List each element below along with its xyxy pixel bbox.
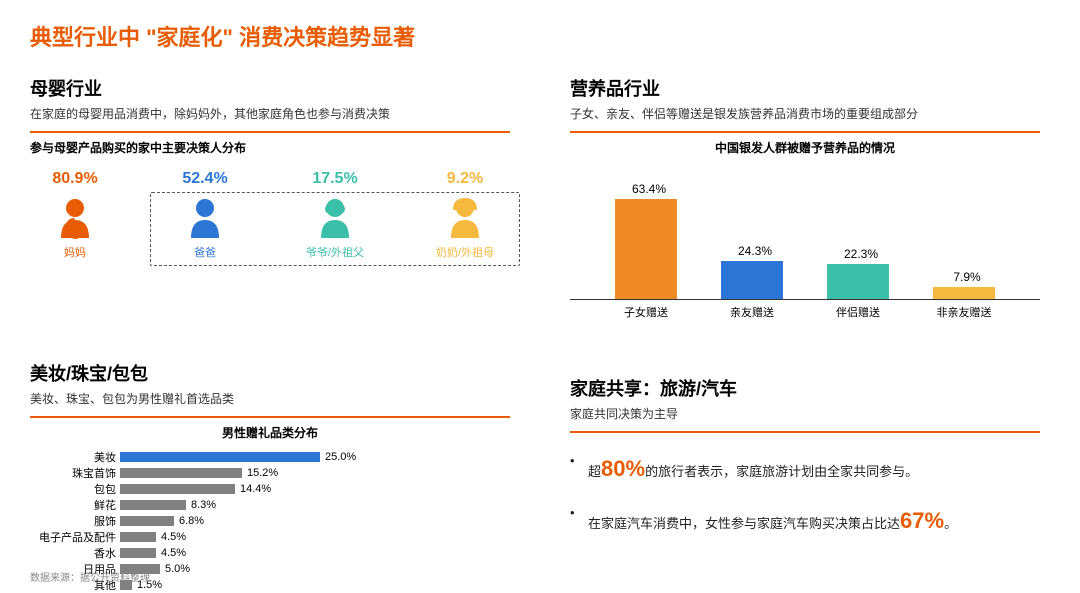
bar-1: 24.3% (721, 244, 783, 299)
data-source-note: 数据来源：据公开资料整理 (30, 569, 150, 584)
section-heading: 美妆/珠宝/包包 (30, 360, 510, 386)
hbar-rect (120, 548, 156, 558)
bar-3: 7.9% (933, 270, 995, 299)
persona-name: 妈妈 (64, 244, 86, 260)
divider (30, 416, 510, 418)
page-title: 典型行业中 "家庭化" 消费决策趋势显著 (30, 20, 415, 52)
section-subtitle: 子女、亲友、伴侣等赠送是银发族营养品消费市场的重要组成部分 (570, 105, 1040, 123)
persona-percent: 17.5% (312, 170, 357, 188)
section-heading: 家庭共享：旅游/汽车 (570, 375, 1040, 401)
hbar-row: 电子产品及配件 4.5% (30, 529, 510, 545)
hbar-value: 4.5% (161, 531, 186, 543)
hbar-value: 25.0% (325, 451, 356, 463)
hbar-category: 香水 (30, 545, 120, 561)
bar-category: 亲友赠送 (721, 304, 783, 320)
section-subtitle: 美妆、珠宝、包包为男性赠礼首选品类 (30, 390, 510, 408)
hbar-category: 电子产品及配件 (30, 529, 120, 545)
bar-2: 22.3% (827, 247, 889, 299)
bar-category: 子女赠送 (615, 304, 677, 320)
hbar-category: 鲜花 (30, 497, 120, 513)
bar-rect (933, 287, 995, 299)
hbar-rect (120, 500, 186, 510)
hbar-rect (120, 452, 320, 462)
hbar-value: 14.4% (240, 483, 271, 495)
persona-percent: 52.4% (182, 170, 227, 188)
bullet-dot-icon: • (570, 501, 588, 541)
hbar-row: 鲜花 8.3% (30, 497, 510, 513)
hbar-category: 美妆 (30, 449, 120, 465)
bar-category: 非亲友赠送 (933, 304, 995, 320)
section-subtitle: 在家庭的母婴用品消费中，除妈妈外，其他家庭角色也参与消费决策 (30, 105, 510, 123)
divider (570, 431, 1040, 433)
bar-value: 22.3% (844, 247, 878, 261)
section-heading: 营养品行业 (570, 75, 1040, 101)
bar-rect (615, 199, 677, 299)
hbar-row: 服饰 6.8% (30, 513, 510, 529)
persona-chart: 80.9%妈妈52.4%爸爸17.5%爷爷/外祖父9.2%奶奶/外祖母 (30, 170, 510, 260)
bar-rect (827, 264, 889, 299)
bar-category: 伴侣赠送 (827, 304, 889, 320)
persona-percent: 9.2% (447, 170, 483, 188)
bar-value: 63.4% (632, 182, 666, 196)
highlight-number: 80% (601, 456, 645, 481)
hbar-row: 美妆 25.0% (30, 449, 510, 465)
bullet-text: 超80%的旅行者表示，家庭旅游计划由全家共同参与。 (588, 449, 918, 489)
persona-mom: 80.9% 妈妈 (30, 170, 120, 260)
hbar-row: 珠宝首饰 15.2% (30, 465, 510, 481)
section-beauty: 美妆/珠宝/包包 美妆、珠宝、包包为男性赠礼首选品类 男性赠礼品类分布 美妆 25… (30, 360, 510, 593)
chart-title: 参与母婴产品购买的家中主要决策人分布 (30, 139, 510, 156)
hbar-category: 包包 (30, 481, 120, 497)
bar-value: 24.3% (738, 244, 772, 258)
hbar-row: 香水 4.5% (30, 545, 510, 561)
hbar-category: 服饰 (30, 513, 120, 529)
hbar-value: 6.8% (179, 515, 204, 527)
hbar-row: 包包 14.4% (30, 481, 510, 497)
hbar-rect (120, 484, 235, 494)
bar-0: 63.4% (615, 182, 677, 299)
hbar-value: 15.2% (247, 467, 278, 479)
dashed-group (150, 192, 520, 266)
mom-icon (51, 192, 99, 240)
section-family-share: 家庭共享：旅游/汽车 家庭共同决策为主导 •超80%的旅行者表示，家庭旅游计划由… (570, 375, 1040, 540)
bar-value: 7.9% (953, 270, 980, 284)
bullet-item: •超80%的旅行者表示，家庭旅游计划由全家共同参与。 (570, 449, 1040, 489)
hbar-rect (120, 532, 156, 542)
chart-title: 男性赠礼品类分布 (30, 424, 510, 441)
bar-chart: 63.4% 24.3% 22.3% 7.9% 子女赠送 亲友赠送 伴侣赠送 非亲友赠送 (570, 164, 1040, 320)
persona-percent: 80.9% (52, 170, 97, 188)
chart-title: 中国银发人群被赠予营养品的情况 (570, 139, 1040, 156)
hbar-value: 4.5% (161, 547, 186, 559)
hbar-value: 8.3% (191, 499, 216, 511)
divider (570, 131, 1040, 133)
hbar-rect (120, 468, 242, 478)
section-maternal: 母婴行业 在家庭的母婴用品消费中，除妈妈外，其他家庭角色也参与消费决策 参与母婴… (30, 75, 510, 260)
bullet-text: 在家庭汽车消费中，女性参与家庭汽车购买决策占比达67%。 (588, 501, 957, 541)
hbar-value: 5.0% (165, 563, 190, 575)
highlight-number: 67% (900, 508, 944, 533)
divider (30, 131, 510, 133)
hbar-rect (120, 516, 174, 526)
section-heading: 母婴行业 (30, 75, 510, 101)
bullet-item: •在家庭汽车消费中，女性参与家庭汽车购买决策占比达67%。 (570, 501, 1040, 541)
bar-rect (721, 261, 783, 299)
section-nutrition: 营养品行业 子女、亲友、伴侣等赠送是银发族营养品消费市场的重要组成部分 中国银发… (570, 75, 1040, 320)
bullet-dot-icon: • (570, 449, 588, 489)
hbar-category: 珠宝首饰 (30, 465, 120, 481)
section-subtitle: 家庭共同决策为主导 (570, 405, 1040, 423)
bullet-list: •超80%的旅行者表示，家庭旅游计划由全家共同参与。•在家庭汽车消费中，女性参与… (570, 449, 1040, 540)
